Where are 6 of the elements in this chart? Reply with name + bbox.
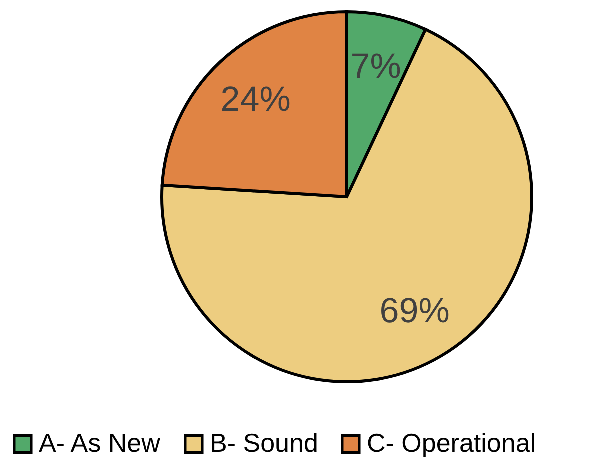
legend-label: B- Sound <box>210 428 318 458</box>
data-label: 24% <box>220 80 291 119</box>
legend-label: C- Operational <box>367 428 536 458</box>
legend-label: A- As New <box>39 428 161 458</box>
data-label: 7% <box>350 47 402 86</box>
data-label: 69% <box>380 292 450 331</box>
